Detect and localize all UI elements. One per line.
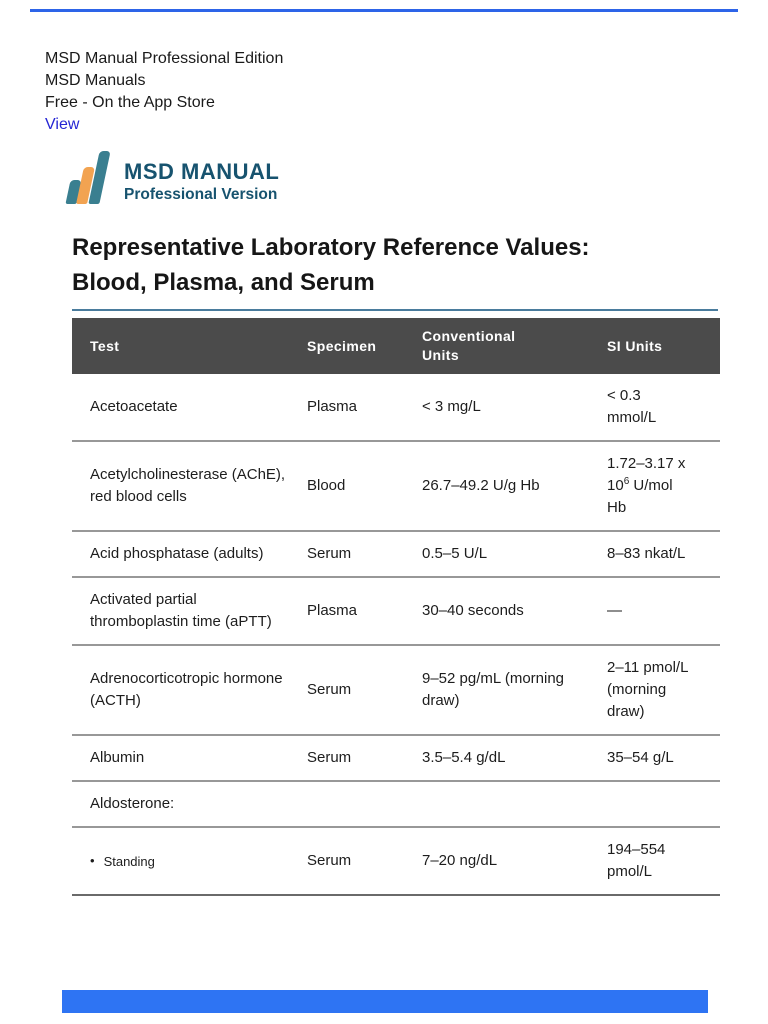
cell-conventional: 7–20 ng/dL: [422, 852, 498, 869]
column-header-test: Test: [90, 337, 120, 354]
msd-manual-logo: MSD MANUAL Professional Version: [65, 148, 279, 206]
app-store-banner: MSD Manual Professional Edition MSD Manu…: [45, 48, 283, 136]
table-row: Activated partial thromboplastin time (a…: [72, 578, 720, 646]
cell-conventional: 0.5–5 U/L: [422, 545, 488, 562]
cell-test: Adrenocorticotropic hormone (ACTH): [90, 670, 283, 709]
cell-test-label: Standing: [103, 853, 155, 869]
table-header-row: Test Specimen Conventional Units SI Unit…: [72, 318, 720, 374]
reference-values-table: Test Specimen Conventional Units SI Unit…: [72, 318, 720, 896]
cell-si: 8–83 nkat/L: [607, 545, 686, 562]
page-title: Representative Laboratory Reference Valu…: [72, 230, 718, 311]
cell-si: < 0.3 mmol/L: [607, 387, 657, 426]
view-link[interactable]: View: [45, 116, 80, 133]
column-header-conventional-units: Conventional Units: [422, 327, 607, 365]
cell-si: 35–54 g/L: [607, 749, 674, 766]
si-value-part: 1.72–3.17 x 10: [607, 455, 686, 494]
cell-si: 2–11 pmol/L (morning draw): [607, 659, 688, 720]
app-price: Free - On the App Store: [45, 94, 215, 111]
cell-test: Acetoacetate: [90, 398, 178, 415]
cell-specimen: Serum: [307, 545, 352, 562]
logo-name: MSD MANUAL: [124, 159, 280, 184]
cell-si: 1.72–3.17 x 106 U/mol Hb: [607, 453, 720, 519]
page-title-line1: Representative Laboratory Reference Valu…: [72, 234, 590, 261]
table-row: Acetoacetate Plasma < 3 mg/L < 0.3 mmol/…: [72, 374, 720, 442]
table-row: Albumin Serum 3.5–5.4 g/dL 35–54 g/L: [72, 736, 720, 782]
cell-test: Activated partial thromboplastin time (a…: [90, 591, 272, 630]
cell-specimen: Blood: [307, 477, 346, 494]
bottom-accent-bar: [62, 990, 708, 1013]
table-row: Acid phosphatase (adults) Serum 0.5–5 U/…: [72, 532, 720, 578]
bullet-icon: •: [90, 852, 95, 868]
cell-conventional: 3.5–5.4 g/dL: [422, 749, 506, 766]
cell-test: • Standing: [72, 850, 307, 873]
page-title-line2: Blood, Plasma, and Serum: [72, 269, 375, 296]
cell-specimen: Serum: [307, 681, 352, 698]
table-row: • Standing Serum 7–20 ng/dL 194–554 pmol/…: [72, 828, 720, 896]
cell-conventional: < 3 mg/L: [422, 398, 481, 415]
column-header-specimen: Specimen: [307, 337, 377, 354]
cell-specimen: Serum: [307, 749, 352, 766]
cell-specimen: Plasma: [307, 602, 358, 619]
cell-test: Acetylcholinesterase (AChE), red blood c…: [90, 466, 286, 505]
cell-si: 194–554 pmol/L: [607, 841, 666, 880]
table-row: Acetylcholinesterase (AChE), red blood c…: [72, 442, 720, 532]
top-divider-line: [30, 9, 738, 12]
column-header-conventional-units-label: Conventional Units: [422, 328, 516, 363]
superscript-exponent: 6: [623, 476, 630, 487]
cell-conventional: 9–52 pg/mL (morning draw): [422, 670, 565, 709]
table-row: Adrenocorticotropic hormone (ACTH) Serum…: [72, 646, 720, 736]
logo-edition: Professional Version: [124, 186, 278, 203]
msd-logo-icon: [65, 148, 114, 206]
app-name: MSD Manual Professional Edition: [45, 50, 284, 67]
cell-test: Acid phosphatase (adults): [90, 545, 264, 562]
si-value-part: U/mol Hb: [607, 477, 673, 516]
app-publisher: MSD Manuals: [45, 72, 146, 89]
cell-specimen: Serum: [307, 852, 352, 869]
cell-conventional: 26.7–49.2 U/g Hb: [422, 477, 540, 494]
cell-test: Aldosterone:: [90, 795, 175, 812]
cell-conventional: 30–40 seconds: [422, 602, 524, 619]
cell-si: —: [607, 602, 622, 619]
logo-text: MSD MANUAL Professional Version: [124, 159, 279, 206]
column-header-si-units: SI Units: [607, 337, 663, 354]
cell-specimen: Plasma: [307, 398, 358, 415]
table-row-section: Aldosterone:: [72, 782, 720, 828]
cell-test: Albumin: [90, 749, 145, 766]
